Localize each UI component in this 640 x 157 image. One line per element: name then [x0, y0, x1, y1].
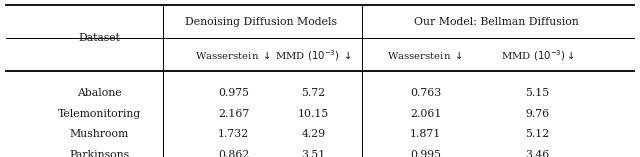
Text: 1.732: 1.732 — [218, 129, 249, 139]
Text: Mushroom: Mushroom — [70, 129, 129, 139]
Text: MMD $(10^{-3})$ $\downarrow$: MMD $(10^{-3})$ $\downarrow$ — [275, 48, 352, 63]
Text: 9.76: 9.76 — [525, 109, 550, 119]
Text: 0.995: 0.995 — [410, 150, 441, 157]
Text: Telemonitoring: Telemonitoring — [58, 109, 141, 119]
Text: Parkinsons: Parkinsons — [69, 150, 129, 157]
Text: Abalone: Abalone — [77, 88, 122, 98]
Text: 2.167: 2.167 — [218, 109, 249, 119]
Text: 5.15: 5.15 — [525, 88, 550, 98]
Text: 1.871: 1.871 — [410, 129, 441, 139]
Text: MMD $(10^{-3})$$\downarrow$: MMD $(10^{-3})$$\downarrow$ — [500, 48, 575, 63]
Text: 5.12: 5.12 — [525, 129, 550, 139]
Text: Wasserstein $\downarrow$: Wasserstein $\downarrow$ — [387, 50, 464, 61]
Text: Dataset: Dataset — [78, 33, 120, 43]
Text: 3.51: 3.51 — [301, 150, 326, 157]
Text: Denoising Diffusion Models: Denoising Diffusion Models — [185, 17, 337, 27]
Text: 4.29: 4.29 — [301, 129, 326, 139]
Text: Our Model: Bellman Diffusion: Our Model: Bellman Diffusion — [413, 17, 579, 27]
Text: 2.061: 2.061 — [410, 109, 442, 119]
Text: 10.15: 10.15 — [298, 109, 329, 119]
Text: 0.975: 0.975 — [218, 88, 249, 98]
Text: Wasserstein $\downarrow$: Wasserstein $\downarrow$ — [195, 50, 272, 61]
Text: 0.763: 0.763 — [410, 88, 441, 98]
Text: 0.862: 0.862 — [218, 150, 250, 157]
Text: 5.72: 5.72 — [301, 88, 326, 98]
Text: 3.46: 3.46 — [525, 150, 550, 157]
